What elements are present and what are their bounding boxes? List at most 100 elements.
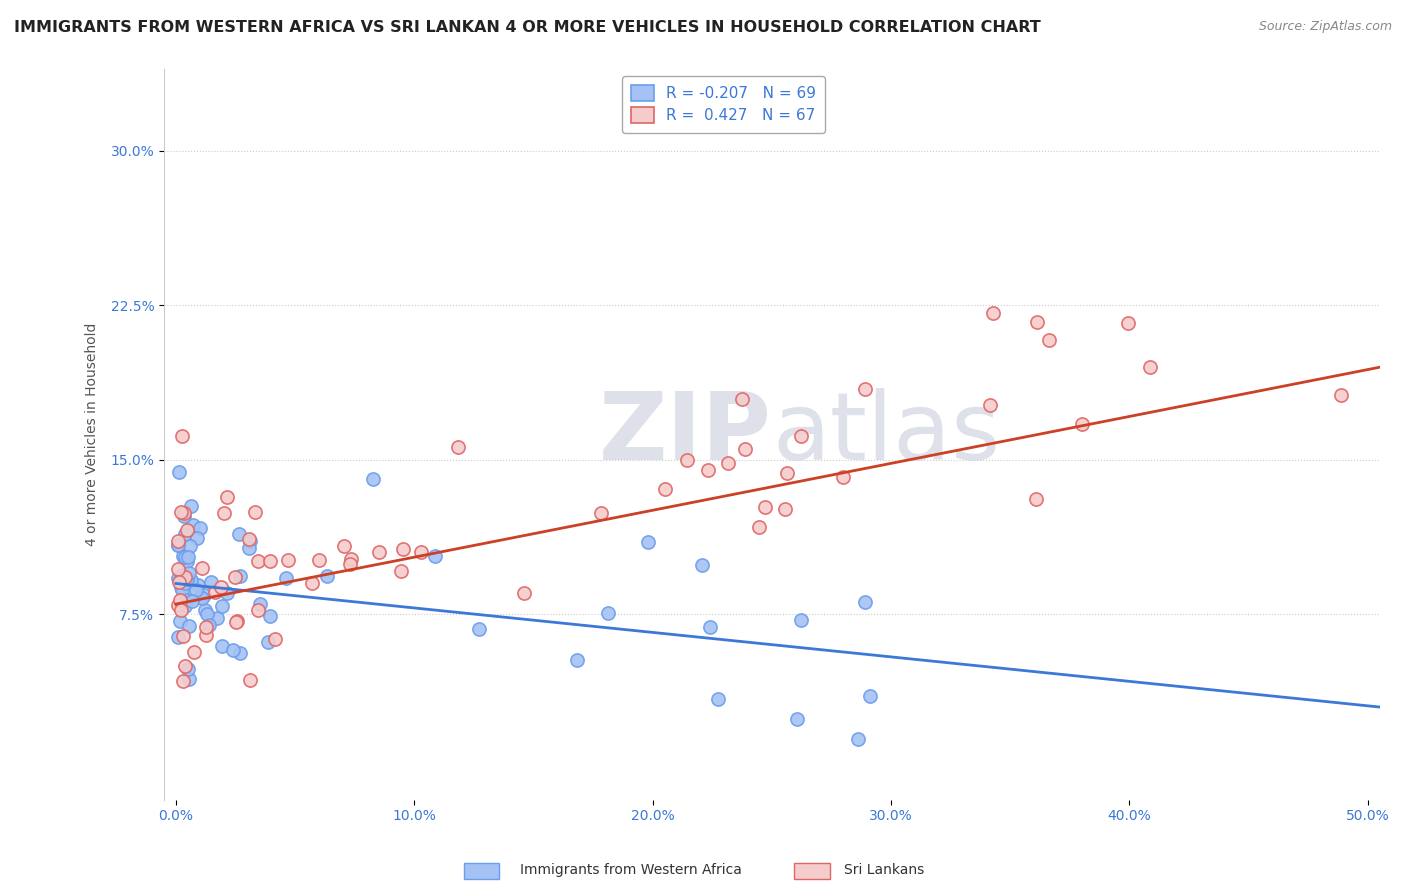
Legend: R = -0.207   N = 69, R =  0.427   N = 67: R = -0.207 N = 69, R = 0.427 N = 67 [621, 76, 825, 133]
Point [224, 570, 246, 584]
Point [243, 505, 266, 519]
Point [979, 398, 1001, 412]
Text: atlas: atlas [772, 388, 1000, 480]
Point [172, 629, 194, 643]
Point [197, 617, 219, 632]
Point [229, 646, 252, 660]
Point [1330, 388, 1353, 402]
Point [179, 566, 201, 580]
Point [259, 608, 281, 623]
Point [447, 440, 470, 454]
Point [699, 619, 721, 633]
Point [172, 549, 194, 563]
Point [176, 523, 198, 537]
Point [173, 659, 195, 673]
Point [176, 554, 198, 568]
Point [340, 552, 363, 566]
Point [183, 517, 205, 532]
Point [654, 482, 676, 496]
Text: Sri Lankans: Sri Lankans [844, 863, 924, 877]
Point [308, 553, 330, 567]
Point [172, 568, 194, 582]
Point [264, 632, 287, 646]
Point [831, 469, 853, 483]
Point [183, 645, 205, 659]
Point [200, 575, 222, 590]
Point [180, 573, 202, 587]
Point [859, 689, 882, 703]
Point [853, 594, 876, 608]
Point [596, 607, 619, 621]
Point [339, 558, 361, 572]
Point [167, 631, 190, 645]
Point [225, 614, 247, 628]
Point [468, 622, 491, 636]
Point [172, 582, 194, 597]
Text: ZIP: ZIP [599, 388, 772, 480]
Point [215, 585, 238, 599]
Point [238, 532, 260, 546]
Point [315, 568, 337, 582]
Point [191, 561, 214, 575]
Point [167, 538, 190, 552]
Point [333, 539, 356, 553]
Point [239, 673, 262, 688]
Text: Immigrants from Western Africa: Immigrants from Western Africa [520, 863, 742, 877]
Point [204, 585, 226, 599]
Point [187, 578, 209, 592]
Point [212, 506, 235, 520]
Point [1026, 315, 1049, 329]
Point [180, 499, 202, 513]
Point [239, 534, 262, 549]
Point [790, 429, 813, 443]
Point [174, 599, 197, 613]
Point [1071, 417, 1094, 431]
Point [215, 491, 238, 505]
Point [188, 591, 211, 605]
Point [853, 382, 876, 396]
Point [391, 542, 413, 557]
Point [513, 586, 536, 600]
Point [361, 472, 384, 486]
Point [589, 506, 612, 520]
Point [193, 588, 215, 602]
Point [173, 527, 195, 541]
Point [176, 593, 198, 607]
Point [690, 558, 713, 572]
Point [205, 611, 228, 625]
Point [425, 549, 447, 563]
Point [177, 662, 200, 676]
Point [167, 598, 190, 612]
Point [697, 463, 720, 477]
Point [1139, 360, 1161, 375]
Point [167, 575, 190, 590]
Point [707, 692, 730, 706]
Point [411, 544, 433, 558]
Point [717, 456, 740, 470]
Point [238, 541, 260, 556]
Point [181, 594, 204, 608]
Point [190, 521, 212, 535]
Point [748, 520, 770, 534]
Point [167, 465, 190, 479]
Point [389, 564, 412, 578]
Point [172, 673, 194, 688]
Point [225, 615, 247, 630]
Point [209, 580, 232, 594]
Point [1025, 491, 1047, 506]
Text: Source: ZipAtlas.com: Source: ZipAtlas.com [1258, 20, 1392, 33]
Point [169, 593, 191, 607]
Point [790, 613, 813, 627]
Point [228, 526, 250, 541]
Point [173, 506, 195, 520]
Point [177, 672, 200, 686]
Point [276, 571, 298, 585]
Point [170, 429, 193, 443]
Point [167, 534, 190, 549]
Point [1116, 317, 1139, 331]
Point [167, 538, 190, 552]
Point [179, 619, 201, 633]
Point [565, 653, 588, 667]
Point [169, 603, 191, 617]
Point [173, 570, 195, 584]
